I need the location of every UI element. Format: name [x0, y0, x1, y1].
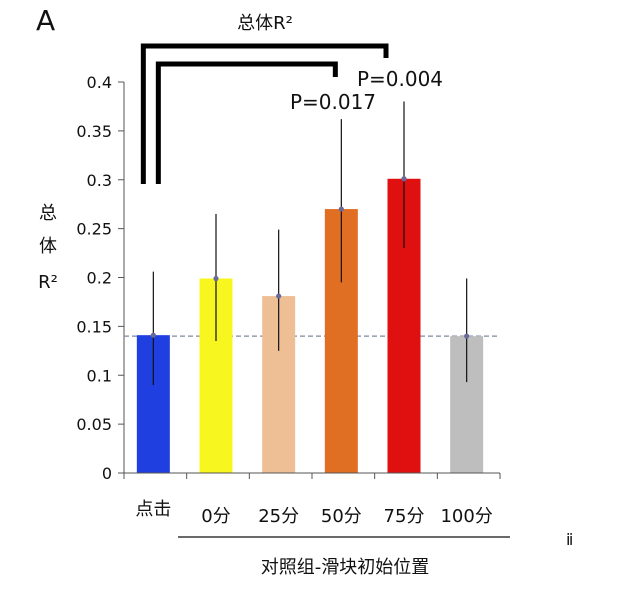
x-tick-label: 75分 — [384, 506, 425, 527]
error-bars — [150, 101, 470, 386]
mean-marker — [338, 206, 344, 212]
y-tick-label: 0.2 — [87, 269, 112, 288]
y-axis-label-line: 体 — [39, 236, 57, 257]
panel-label: A — [36, 4, 55, 37]
x-tick-label: 0分 — [201, 506, 230, 527]
stray-glyph: ⅱ — [566, 530, 573, 549]
x-axis: 点击 0分 25分 50分 75分 100分 — [123, 472, 501, 527]
significance-bracket — [140, 43, 389, 184]
y-tick-label: 0.4 — [87, 73, 112, 92]
mean-marker — [213, 275, 219, 282]
x-tick-label: 点击 — [135, 499, 171, 520]
chart-title: 总体R² — [237, 13, 293, 34]
mean-marker — [150, 332, 156, 338]
y-axis-label-line: R² — [38, 272, 58, 293]
y-tick-label: 0.15 — [76, 317, 112, 336]
mean-marker — [401, 176, 407, 182]
y-tick-label: 0.1 — [87, 366, 112, 385]
y-axis-label: 总 体 R² — [38, 203, 58, 293]
mean-marker — [276, 293, 282, 299]
p-value-label: P=0.017 — [290, 90, 376, 114]
x-tick-label: 25分 — [258, 506, 299, 527]
y-axis-label-line: 总 — [39, 203, 57, 224]
y-tick-label: 0.35 — [76, 122, 112, 141]
y-axis: 0 0.05 0.1 0.15 0.2 0.25 0.3 0.35 0.4 — [76, 73, 125, 483]
bars — [136, 178, 484, 473]
y-tick-label: 0.05 — [76, 415, 112, 434]
y-tick-label: 0 — [102, 464, 112, 483]
x-tick-label: 100分 — [440, 506, 492, 527]
mean-marker — [464, 333, 470, 339]
significance-bracket — [155, 61, 338, 184]
y-tick-label: 0.25 — [76, 220, 112, 239]
y-tick-label: 0.3 — [87, 171, 112, 190]
x-axis-label: 对照组-滑块初始位置 — [261, 557, 430, 578]
x-tick-label: 50分 — [321, 506, 362, 527]
p-value-label: P=0.004 — [357, 67, 443, 91]
